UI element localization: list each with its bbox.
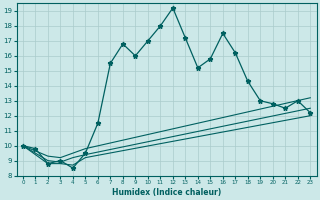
X-axis label: Humidex (Indice chaleur): Humidex (Indice chaleur) bbox=[112, 188, 221, 197]
